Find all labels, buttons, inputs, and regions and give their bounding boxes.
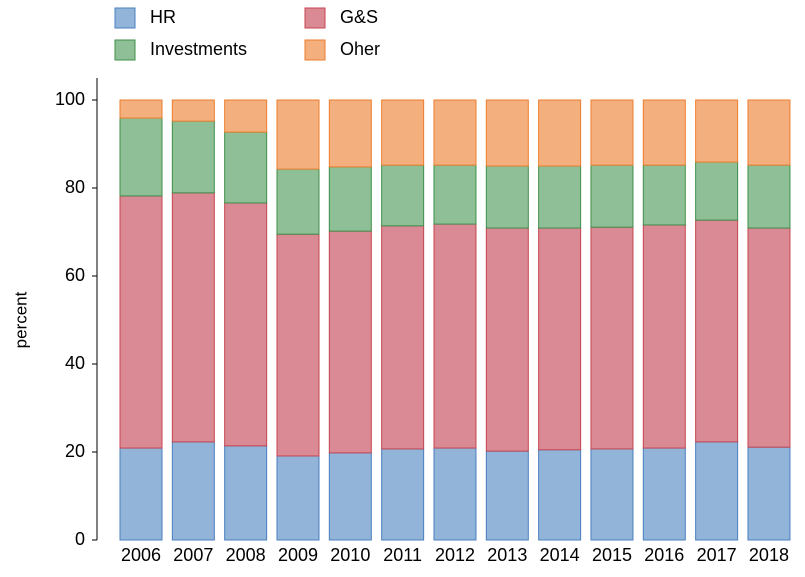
bar-segment bbox=[433, 447, 477, 541]
bar-segment bbox=[485, 165, 529, 229]
bar-segment bbox=[485, 227, 529, 452]
bar-segment bbox=[171, 192, 215, 443]
bar-segment bbox=[119, 447, 163, 541]
bar-segment bbox=[224, 445, 268, 541]
bar-segment bbox=[747, 446, 791, 541]
bar-segment bbox=[119, 99, 163, 119]
bar-segment bbox=[328, 166, 372, 232]
y-tick-label: 40 bbox=[65, 353, 85, 373]
bar-segment bbox=[276, 233, 320, 457]
legend-swatch bbox=[114, 39, 136, 61]
bar-segment bbox=[328, 99, 372, 168]
y-tick-label: 80 bbox=[65, 177, 85, 197]
x-tick-label: 2010 bbox=[330, 545, 370, 565]
x-tick-label: 2012 bbox=[435, 545, 475, 565]
bar-segment bbox=[381, 164, 425, 227]
legend-label: Oher bbox=[340, 39, 380, 59]
bar-segment bbox=[485, 450, 529, 541]
bar-segment bbox=[590, 164, 634, 228]
bar-segment bbox=[695, 441, 739, 541]
bar-segment bbox=[328, 452, 372, 541]
bar-segment bbox=[642, 447, 686, 541]
bar-segment bbox=[538, 99, 582, 167]
bar-segment bbox=[538, 227, 582, 451]
bar-segment bbox=[695, 99, 739, 163]
bar-segment bbox=[171, 120, 215, 194]
bar-segment bbox=[276, 99, 320, 170]
bar-segment bbox=[538, 449, 582, 541]
bar-segment bbox=[224, 131, 268, 204]
bar-segment bbox=[224, 202, 268, 447]
y-tick-label: 20 bbox=[65, 441, 85, 461]
bar-segment bbox=[695, 219, 739, 443]
bar-segment bbox=[590, 448, 634, 541]
bar-segment bbox=[590, 99, 634, 166]
y-axis-label: percent bbox=[11, 291, 30, 348]
bar-segment bbox=[642, 164, 686, 226]
bar-segment bbox=[224, 99, 268, 133]
bar-segment bbox=[171, 99, 215, 122]
bar-segment bbox=[381, 448, 425, 541]
bar-segment bbox=[590, 226, 634, 450]
legend-label: G&S bbox=[340, 7, 378, 27]
bar-segment bbox=[276, 455, 320, 541]
bar-segment bbox=[695, 161, 739, 221]
y-tick-label: 0 bbox=[75, 529, 85, 549]
x-tick-label: 2015 bbox=[592, 545, 632, 565]
x-tick-label: 2013 bbox=[487, 545, 527, 565]
x-tick-label: 2008 bbox=[226, 545, 266, 565]
bar-segment bbox=[328, 230, 372, 454]
bar-segment bbox=[538, 165, 582, 229]
y-tick-label: 60 bbox=[65, 265, 85, 285]
bar-segment bbox=[119, 117, 163, 197]
x-tick-label: 2009 bbox=[278, 545, 318, 565]
legend-swatch bbox=[304, 7, 326, 29]
bar-segment bbox=[276, 168, 320, 235]
x-tick-label: 2017 bbox=[697, 545, 737, 565]
x-tick-label: 2018 bbox=[749, 545, 789, 565]
legend-label: HR bbox=[150, 7, 176, 27]
bar-segment bbox=[485, 99, 529, 167]
legend-swatch bbox=[304, 39, 326, 61]
bar-segment bbox=[433, 164, 477, 225]
bar-segment bbox=[171, 441, 215, 541]
bar-segment bbox=[747, 99, 791, 166]
x-tick-label: 2007 bbox=[173, 545, 213, 565]
bar-segment bbox=[381, 99, 425, 166]
bar-segment bbox=[747, 227, 791, 448]
legend-swatch bbox=[114, 7, 136, 29]
y-tick-label: 100 bbox=[55, 89, 85, 109]
bar-segment bbox=[642, 99, 686, 166]
bar-segment bbox=[433, 223, 477, 449]
bar-segment bbox=[747, 164, 791, 229]
bar-segment bbox=[642, 224, 686, 449]
x-tick-label: 2011 bbox=[383, 545, 422, 565]
x-tick-label: 2014 bbox=[540, 545, 580, 565]
x-tick-label: 2016 bbox=[644, 545, 684, 565]
bar-segment bbox=[119, 195, 163, 449]
x-tick-label: 2006 bbox=[121, 545, 161, 565]
bar-segment bbox=[381, 225, 425, 450]
bar-segment bbox=[433, 99, 477, 166]
legend-label: Investments bbox=[150, 39, 247, 59]
